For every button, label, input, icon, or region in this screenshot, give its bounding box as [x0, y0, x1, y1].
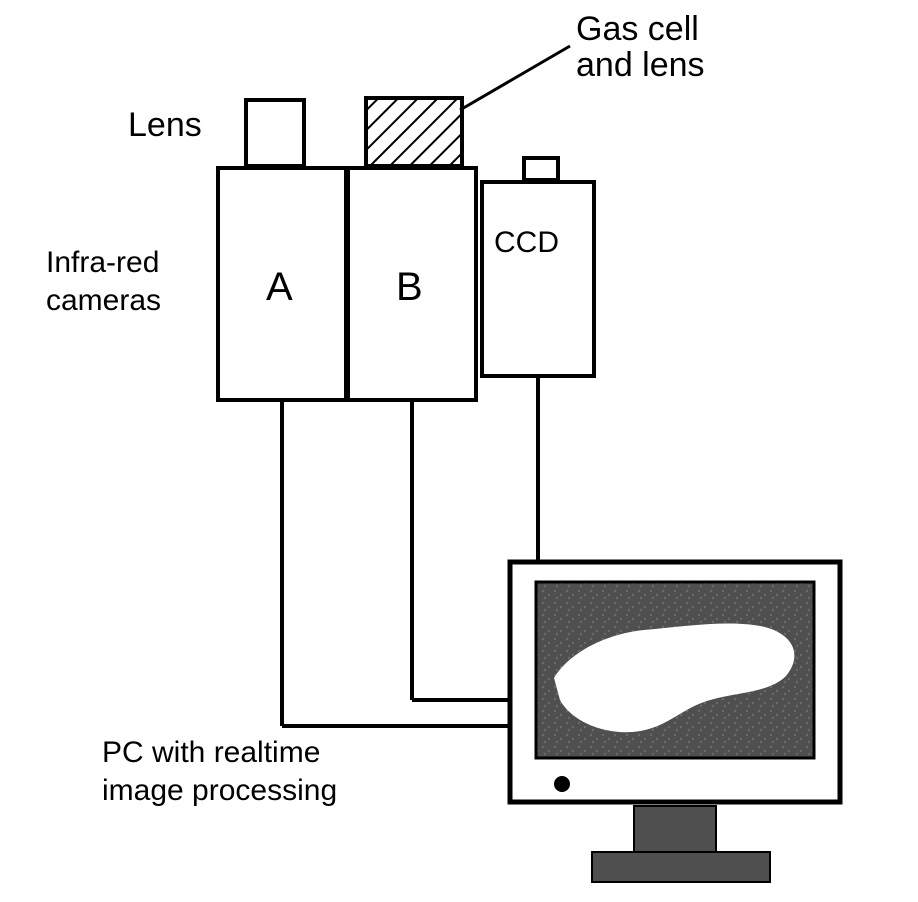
label-ir-1: Infra-red — [46, 246, 159, 279]
label-ir-2: cameras — [46, 284, 161, 317]
label-lens: Lens — [128, 106, 202, 144]
label-ccd: CCD — [494, 226, 559, 259]
label-gas-cell: Gas cell — [576, 10, 699, 48]
label-pc-1: PC with realtime — [102, 736, 320, 769]
label-camera-b: B — [396, 265, 423, 309]
label-and-lens: and lens — [576, 46, 705, 84]
label-pc-2: image processing — [102, 774, 337, 807]
label-camera-a: A — [266, 265, 293, 309]
